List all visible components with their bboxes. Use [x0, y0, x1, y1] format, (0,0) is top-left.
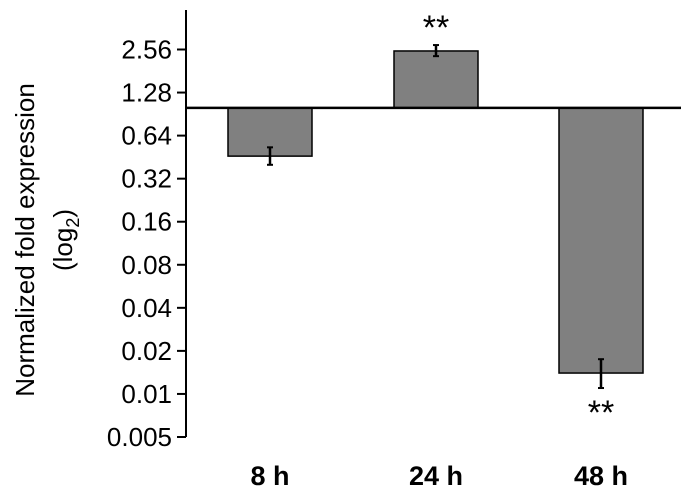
y-tick-label: 0.08 [121, 250, 172, 280]
y-tick-label: 0.02 [121, 336, 172, 366]
y-tick-label: 1.28 [121, 78, 172, 108]
y-tick-label: 0.32 [121, 164, 172, 194]
y-tick-label: 0.005 [107, 422, 172, 452]
bar [558, 107, 644, 374]
y-tick-label: 0.64 [121, 121, 172, 151]
significance-label: ** [588, 394, 614, 432]
x-category-label: 24 h [409, 461, 463, 491]
significance-label: ** [423, 9, 449, 47]
y-tick-label: 0.04 [121, 293, 172, 323]
x-category-label: 8 h [250, 461, 289, 491]
x-category-label: 48 h [574, 461, 628, 491]
y-tick-label: 0.16 [121, 207, 172, 237]
bar [393, 50, 479, 109]
y-axis-label: Normalized fold expression (log2) [10, 83, 83, 397]
y-axis-label-line2: (log2) [48, 209, 83, 271]
y-axis-label-line1: Normalized fold expression [10, 83, 40, 397]
y-tick-label: 0.01 [121, 379, 172, 409]
y-tick-label: 2.56 [121, 35, 172, 65]
